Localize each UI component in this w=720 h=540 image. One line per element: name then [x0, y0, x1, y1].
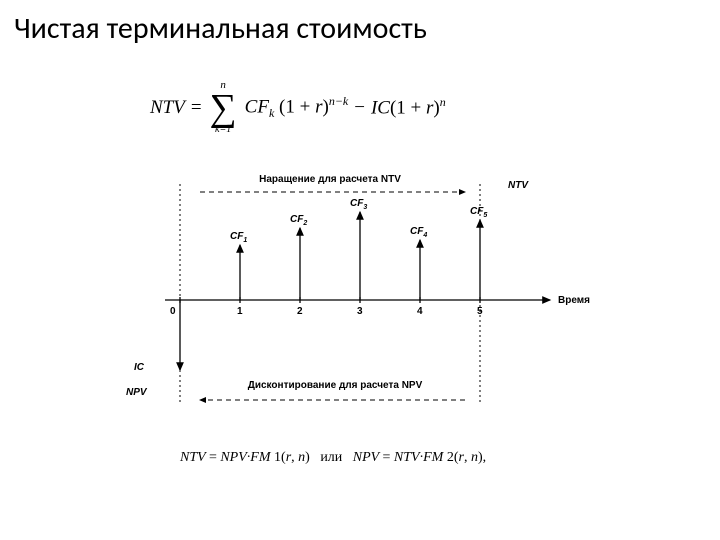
one-2: 1	[396, 98, 406, 119]
ic: IC	[371, 98, 390, 119]
fb-ntv2: NTV	[394, 450, 420, 465]
fb-n2: n	[471, 450, 478, 465]
plus-1: +	[300, 96, 311, 117]
fb-c2: ,	[464, 450, 471, 465]
exp1: n−k	[329, 94, 348, 108]
fb-fm2: FM	[423, 450, 443, 465]
cf-label-4: CF4	[410, 226, 427, 239]
npv-label: NPV	[126, 387, 148, 398]
fb-ntv: NTV	[180, 450, 205, 465]
formula-main: NTV = n ∑ k=1 CFk (1 + r)n−k − IC(1 + r)…	[150, 80, 446, 135]
tick-1: 1	[237, 306, 243, 317]
fb-fm1: FM	[250, 450, 270, 465]
cf-label-1: CF1	[230, 231, 247, 244]
sigma: n ∑ k=1	[210, 80, 237, 135]
lhs: NTV	[150, 97, 185, 119]
fb-p2: ),	[478, 450, 486, 465]
cf-label-5: CF5	[470, 206, 487, 219]
cf-term: CFk (1 + r)n−k	[245, 94, 349, 121]
minus: −	[354, 97, 365, 119]
eq: =	[191, 97, 202, 119]
fb-eq2: =	[383, 450, 394, 465]
ic-term: IC(1 + r)n	[371, 95, 446, 119]
cf: CF	[245, 96, 269, 117]
cf-label-2: CF2	[290, 214, 307, 227]
tick-2: 2	[297, 306, 303, 317]
exp2: n	[440, 95, 446, 109]
top-label: Наращение для расчета NTV	[259, 174, 401, 185]
fb-p1: )	[305, 450, 310, 465]
ntv-label: NTV	[508, 180, 529, 191]
bottom-label: Дисконтирование для расчета NPV	[248, 380, 423, 391]
cf-arrows: CF1 CF2 CF3 CF4 CF5	[230, 198, 487, 300]
cf-label-3: CF3	[350, 198, 367, 211]
fb-npv2: NPV	[353, 450, 379, 465]
diagram: Наращение для расчета NTV NTV Время CF1C…	[120, 170, 600, 430]
fb-npv1: NPV	[220, 450, 246, 465]
cf-sub: k	[269, 106, 274, 120]
fb-1: 1(	[274, 450, 286, 465]
fb-eq1: =	[209, 450, 220, 465]
formula-bottom: NTV = NPV·FM 1(r, n) или NPV = NTV·FM 2(…	[180, 450, 486, 466]
fb-2: 2(	[447, 450, 459, 465]
plus-2: +	[411, 98, 422, 119]
ic-label: IC	[134, 362, 145, 373]
tick-3: 3	[357, 306, 363, 317]
sigma-symbol: ∑	[210, 91, 237, 125]
tick-0: 0	[170, 306, 176, 317]
one-plus-r-1: 1	[285, 96, 295, 117]
fb-or: или	[320, 450, 342, 465]
slide-title: Чистая терминальная стоимость	[14, 10, 427, 47]
tick-4: 4	[417, 306, 423, 317]
time-label: Время	[558, 295, 590, 306]
